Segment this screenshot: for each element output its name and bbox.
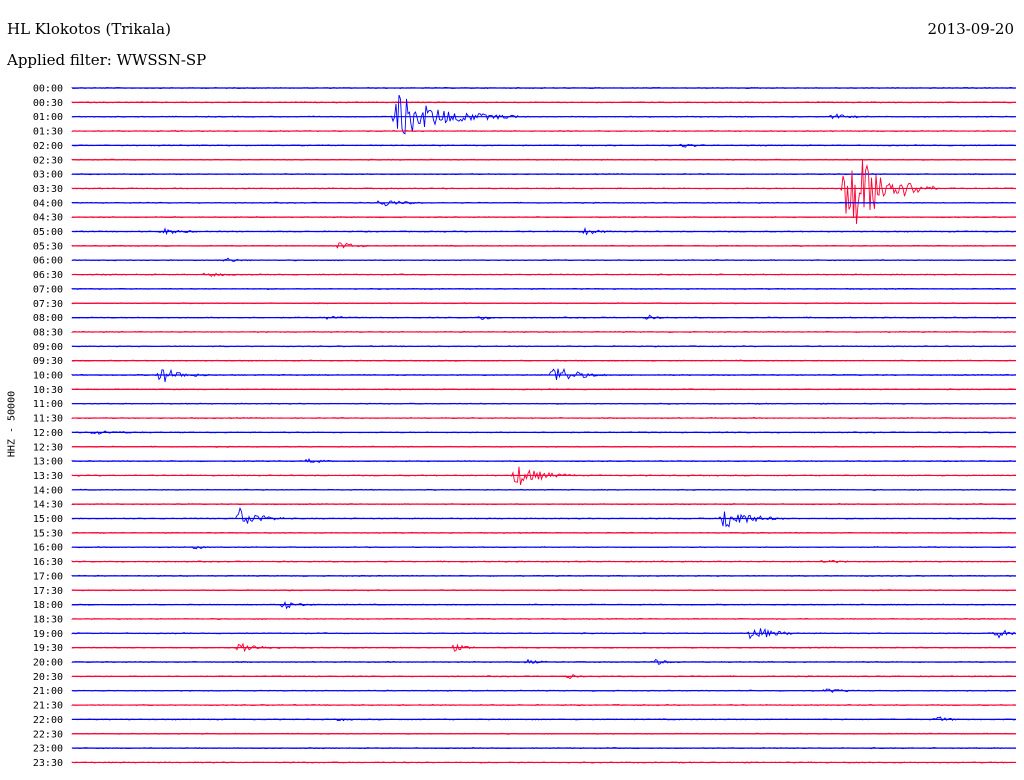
- row-label-1630: 16:30: [33, 557, 63, 568]
- row-label-0730: 07:30: [33, 299, 63, 310]
- row-label-0030: 00:30: [33, 98, 63, 109]
- trace-1800: [71, 601, 1016, 610]
- trace-1500: [71, 506, 1016, 528]
- row-label-1430: 14:30: [33, 500, 63, 511]
- row-label-2030: 20:30: [33, 672, 63, 683]
- row-label-1500: 15:00: [33, 514, 63, 525]
- row-label-1030: 10:30: [33, 385, 63, 396]
- row-label-0930: 09:30: [33, 356, 63, 367]
- row-label-1800: 18:00: [33, 600, 63, 611]
- traces: [71, 86, 1016, 764]
- row-label-0800: 08:00: [33, 313, 63, 324]
- row-label-2100: 21:00: [33, 686, 63, 697]
- row-label-1830: 18:30: [33, 614, 63, 625]
- date-label: 2013-09-20: [927, 20, 1014, 38]
- row-label-0630: 06:30: [33, 270, 63, 281]
- row-label-1700: 17:00: [33, 571, 63, 582]
- station-title: HL Klokotos (Trikala): [7, 20, 171, 38]
- row-label-1100: 11:00: [33, 399, 63, 410]
- row-label-1930: 19:30: [33, 643, 63, 654]
- row-labels: 00:00 00:30 01:00 01:30 02:00 02:30 03:00 03:30…: [33, 84, 63, 769]
- row-label-1200: 12:00: [33, 428, 63, 439]
- row-label-0000: 00:00: [33, 84, 63, 95]
- filter-label: Applied filter: WWSSN-SP: [7, 51, 207, 69]
- row-label-0530: 05:30: [33, 241, 63, 252]
- trace-0100: [71, 94, 1016, 135]
- row-label-1600: 16:00: [33, 543, 63, 554]
- row-label-0430: 04:30: [33, 213, 63, 224]
- row-label-0900: 09:00: [33, 342, 63, 353]
- row-label-0130: 01:30: [33, 127, 63, 138]
- row-label-2230: 22:30: [33, 729, 63, 740]
- row-label-2130: 21:30: [33, 701, 63, 712]
- row-label-0330: 03:30: [33, 184, 63, 195]
- row-label-0100: 01:00: [33, 112, 63, 123]
- row-label-1130: 11:30: [33, 414, 63, 425]
- row-label-1900: 19:00: [33, 629, 63, 640]
- row-label-0500: 05:00: [33, 227, 63, 238]
- row-label-0700: 07:00: [33, 284, 63, 295]
- row-label-2000: 20:00: [33, 658, 63, 669]
- row-label-0300: 03:00: [33, 170, 63, 181]
- row-label-1300: 13:00: [33, 457, 63, 468]
- row-label-1230: 12:30: [33, 442, 63, 453]
- row-label-0230: 02:30: [33, 155, 63, 166]
- row-label-2330: 23:30: [33, 758, 63, 769]
- row-label-2200: 22:00: [33, 715, 63, 726]
- row-label-0400: 04:00: [33, 198, 63, 209]
- trace-0330: [71, 158, 1016, 224]
- row-label-2300: 23:00: [33, 744, 63, 755]
- row-label-0200: 02:00: [33, 141, 63, 152]
- row-label-0830: 08:30: [33, 327, 63, 338]
- row-label-1730: 17:30: [33, 586, 63, 597]
- row-label-1330: 13:30: [33, 471, 63, 482]
- row-label-1530: 15:30: [33, 528, 63, 539]
- row-label-0600: 06:00: [33, 256, 63, 267]
- row-label-1000: 10:00: [33, 371, 63, 382]
- row-label-1400: 14:00: [33, 485, 63, 496]
